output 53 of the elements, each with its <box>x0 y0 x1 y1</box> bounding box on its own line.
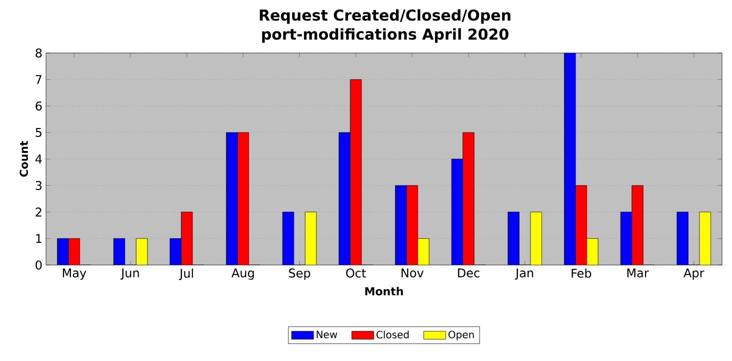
bar <box>113 238 126 265</box>
x-tick-label: Jun <box>120 268 139 280</box>
y-tick-label: 3 <box>36 180 42 190</box>
x-tick-label: May <box>62 268 86 280</box>
x-tick-label: Sep <box>288 268 310 280</box>
chart-title: Request Created/Closed/Open port-modifications April 2020 <box>260 9 510 43</box>
bar <box>304 212 317 265</box>
x-tick-label: Nov <box>402 268 424 278</box>
bar <box>699 212 711 265</box>
bar <box>586 238 598 265</box>
x-axis-title: Month <box>365 286 403 296</box>
x-tick-label: Dec <box>458 268 480 278</box>
bar <box>181 212 193 265</box>
bar <box>170 238 182 265</box>
bar <box>282 212 294 265</box>
y-tick-label: 7 <box>36 75 42 84</box>
legend-label: New <box>316 330 338 338</box>
bar <box>564 53 576 265</box>
bar <box>406 185 418 265</box>
y-tick-label: 1 <box>36 234 42 243</box>
x-tick-label: Feb <box>572 268 592 278</box>
bar <box>418 238 430 265</box>
y-tick-label: 8 <box>36 48 42 58</box>
bar <box>395 185 407 265</box>
x-tick-label: Jan <box>514 268 534 280</box>
x-tick-label: Aug <box>232 268 254 280</box>
bar <box>530 212 542 265</box>
y-tick-label: 4 <box>35 154 42 164</box>
bar <box>226 132 238 265</box>
bar <box>338 132 350 265</box>
bar <box>632 185 644 265</box>
x-tick-label: Oct <box>346 268 366 278</box>
bar <box>576 186 587 265</box>
legend-label: Closed <box>376 330 409 338</box>
y-axis-title: Count <box>20 140 28 177</box>
x-tick-label: Apr <box>684 268 704 280</box>
bar <box>68 238 80 265</box>
y-tick-label: 6 <box>36 101 42 111</box>
x-tick-label: Jul <box>178 268 193 280</box>
bar <box>462 132 474 265</box>
bar <box>620 212 632 265</box>
bar <box>508 212 520 265</box>
x-tick-label: Mar <box>627 268 649 278</box>
y-tick-label: 0 <box>36 260 42 270</box>
bar <box>676 212 688 265</box>
bar <box>451 158 464 265</box>
bar <box>350 79 362 265</box>
y-tick-label: 5 <box>36 128 42 137</box>
bar <box>57 238 69 265</box>
legend-label: Open <box>448 330 474 340</box>
bar <box>237 132 249 265</box>
bar <box>136 238 148 265</box>
y-tick-label: 2 <box>36 208 42 216</box>
